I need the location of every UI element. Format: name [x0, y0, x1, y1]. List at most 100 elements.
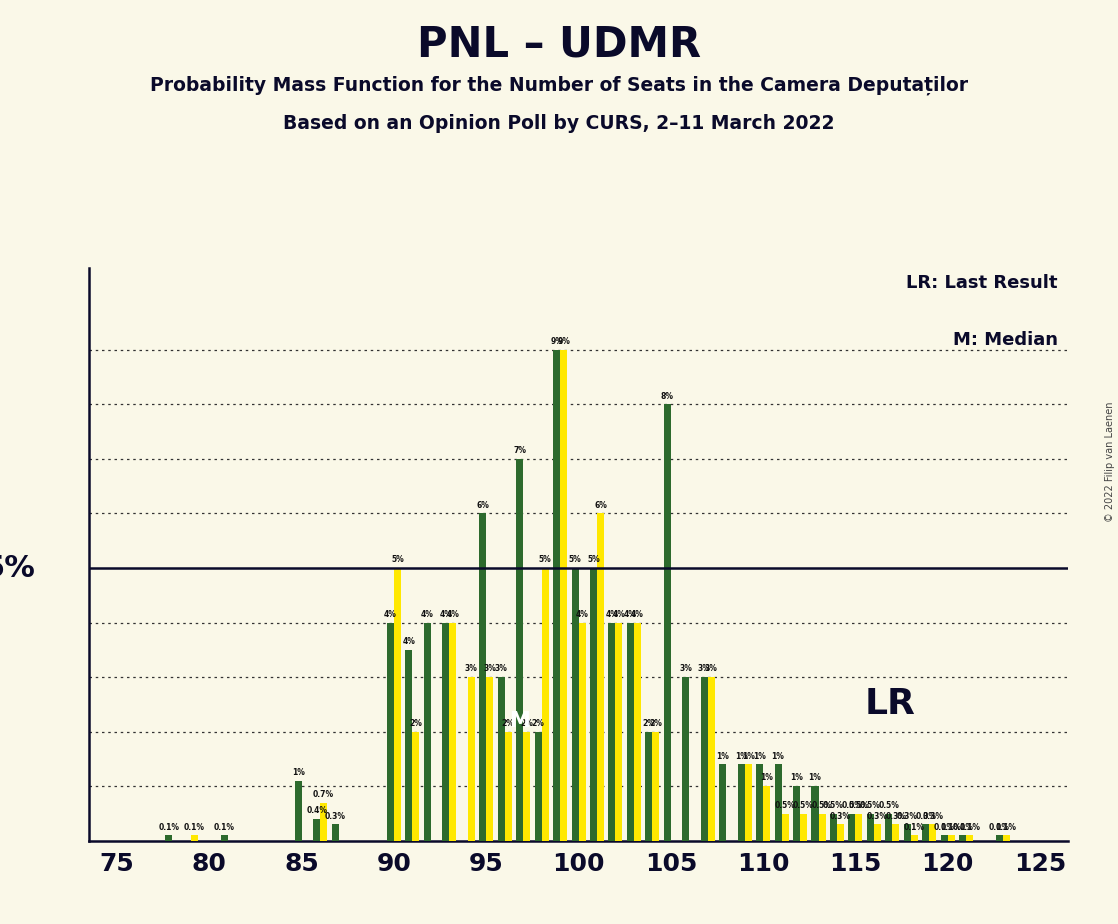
Bar [467, 677, 475, 841]
Text: 0.1%: 0.1% [903, 822, 925, 832]
Text: 0.1%: 0.1% [159, 822, 180, 832]
Text: 0.1%: 0.1% [184, 822, 205, 832]
Bar [701, 677, 708, 841]
Text: 4%: 4% [439, 610, 453, 619]
Text: 4%: 4% [613, 610, 625, 619]
Text: 3%: 3% [698, 664, 711, 674]
Text: 3%: 3% [495, 664, 508, 674]
Bar [523, 732, 530, 841]
Text: 0.1%: 0.1% [996, 822, 1017, 832]
Text: 0.7%: 0.7% [313, 790, 334, 799]
Bar [634, 623, 641, 841]
Text: 0.5%: 0.5% [823, 801, 844, 809]
Bar [764, 786, 770, 841]
Text: 1%: 1% [754, 751, 766, 760]
Text: PNL – UDMR: PNL – UDMR [417, 23, 701, 65]
Bar [424, 623, 430, 841]
Text: 0.5%: 0.5% [842, 801, 862, 809]
Bar [800, 813, 807, 841]
Text: 0.4%: 0.4% [306, 807, 328, 815]
Bar [534, 732, 541, 841]
Text: 0.3%: 0.3% [324, 811, 345, 821]
Bar [996, 835, 1003, 841]
Bar [590, 568, 597, 841]
Bar [571, 568, 579, 841]
Text: 0.5%: 0.5% [793, 801, 814, 809]
Text: 1%: 1% [790, 773, 803, 783]
Text: 4%: 4% [446, 610, 459, 619]
Bar [837, 824, 844, 841]
Text: 4%: 4% [631, 610, 644, 619]
Text: 0.1%: 0.1% [214, 822, 235, 832]
Bar [498, 677, 504, 841]
Bar [332, 824, 339, 841]
Text: 1%: 1% [771, 751, 785, 760]
Text: 9%: 9% [550, 337, 563, 346]
Text: 4%: 4% [576, 610, 588, 619]
Text: Based on an Opinion Poll by CURS, 2–11 March 2022: Based on an Opinion Poll by CURS, 2–11 M… [283, 114, 835, 133]
Text: 5%: 5% [569, 555, 581, 565]
Text: 5%: 5% [539, 555, 551, 565]
Text: 2%: 2% [520, 719, 533, 728]
Bar [719, 764, 727, 841]
Bar [708, 677, 714, 841]
Text: 3%: 3% [483, 664, 496, 674]
Bar [793, 786, 800, 841]
Bar [486, 677, 493, 841]
Bar [394, 568, 401, 841]
Text: © 2022 Filip van Laenen: © 2022 Filip van Laenen [1105, 402, 1115, 522]
Text: 2%: 2% [409, 719, 423, 728]
Text: 2%: 2% [643, 719, 655, 728]
Bar [738, 764, 745, 841]
Text: 0.1%: 0.1% [940, 822, 961, 832]
Text: Probability Mass Function for the Number of Seats in the Camera Deputaților: Probability Mass Function for the Number… [150, 76, 968, 95]
Text: 1%: 1% [735, 751, 748, 760]
Bar [775, 764, 781, 841]
Text: 1%: 1% [741, 751, 755, 760]
Text: 0.3%: 0.3% [897, 811, 918, 821]
Bar [756, 764, 764, 841]
Bar [830, 813, 837, 841]
Text: 1%: 1% [808, 773, 822, 783]
Text: 0.3%: 0.3% [916, 811, 936, 821]
Bar [443, 623, 449, 841]
Bar [966, 835, 973, 841]
Text: 1%: 1% [760, 773, 773, 783]
Bar [541, 568, 549, 841]
Bar [745, 764, 751, 841]
Text: 0.5%: 0.5% [775, 801, 796, 809]
Bar [313, 819, 320, 841]
Text: 0.3%: 0.3% [922, 811, 944, 821]
Text: 4%: 4% [402, 637, 416, 646]
Bar [597, 514, 604, 841]
Bar [818, 813, 825, 841]
Bar [191, 835, 198, 841]
Text: 0.3%: 0.3% [830, 811, 851, 821]
Text: 0.1%: 0.1% [934, 822, 955, 832]
Bar [579, 623, 586, 841]
Bar [221, 835, 228, 841]
Bar [874, 824, 881, 841]
Text: 1%: 1% [717, 751, 729, 760]
Bar [781, 813, 788, 841]
Bar [866, 813, 874, 841]
Bar [560, 350, 567, 841]
Text: 0.3%: 0.3% [885, 811, 907, 821]
Bar [922, 824, 929, 841]
Bar [885, 813, 892, 841]
Text: 9%: 9% [557, 337, 570, 346]
Bar [892, 824, 899, 841]
Text: 5%: 5% [391, 555, 404, 565]
Bar [653, 732, 660, 841]
Text: LR: Last Result: LR: Last Result [907, 274, 1058, 292]
Bar [517, 459, 523, 841]
Text: 2%: 2% [502, 719, 514, 728]
Text: M: M [510, 711, 530, 731]
Text: 3%: 3% [680, 664, 692, 674]
Bar [608, 623, 616, 841]
Text: 0.5%: 0.5% [812, 801, 833, 809]
Text: 1%: 1% [292, 768, 304, 777]
Text: 3%: 3% [704, 664, 718, 674]
Text: 6%: 6% [476, 501, 490, 510]
Bar [812, 786, 818, 841]
